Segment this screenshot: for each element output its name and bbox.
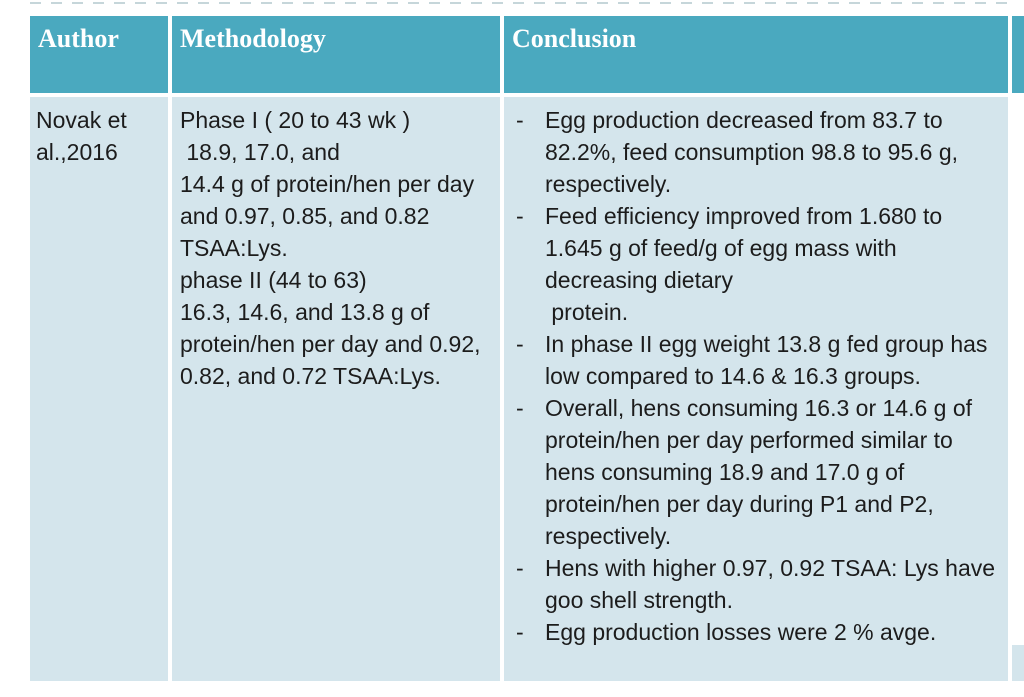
methodology-line: 0.82, and 0.72 TSAA:Lys. — [180, 363, 441, 389]
author-cell-text: Novak et al.,2016 — [36, 104, 168, 168]
bullet-text: protein. — [545, 299, 629, 325]
conclusion-bullet-line: protein/hen per day during P1 and P2, — [516, 488, 1008, 520]
bullet-text: protein/hen per day during P1 and P2, — [545, 491, 934, 517]
column-header-author: Author — [30, 16, 168, 93]
bullet-dash: - — [516, 107, 524, 133]
bullet-dash — [516, 488, 545, 520]
methodology-line: 18.9, 17.0, and — [180, 139, 340, 165]
conclusion-cell: - Egg production decreased from 83.7 to 82… — [504, 97, 1008, 681]
methodology-line: TSAA:Lys. — [180, 235, 288, 261]
bullet-text: hens consuming 18.9 and 17.0 g of — [545, 459, 905, 485]
conclusion-bullet-line: - In phase II egg weight 13.8 g fed group… — [516, 328, 1008, 360]
conclusion-bullet-line: - Overall, hens consuming 16.3 or 14.6 g … — [516, 392, 1008, 424]
conclusion-bullet-line: goo shell strength. — [516, 584, 1008, 616]
methodology-line: 14.4 g of protein/hen per day — [180, 171, 475, 197]
conclusion-bullet-line: protein. — [516, 296, 1008, 328]
bullet-dash: - — [516, 203, 524, 229]
column-header-conclusion: Conclusion — [504, 16, 1008, 93]
conclusion-bullet-line: - Egg production decreased from 83.7 to — [516, 104, 1008, 136]
partial-column-header — [1012, 16, 1024, 93]
partial-column-footer — [1012, 645, 1024, 681]
bullet-text: 82.2%, feed consumption 98.8 to 95.6 g, — [545, 139, 959, 165]
bullet-dash — [516, 424, 545, 456]
bullet-dash — [516, 456, 545, 488]
methodology-line: 16.3, 14.6, and 13.8 g of — [180, 299, 430, 325]
conclusion-bullet-line: decreasing dietary — [516, 264, 1008, 296]
conclusion-bullet-line: - Hens with higher 0.97, 0.92 TSAA: Lys h… — [516, 552, 1008, 584]
methodology-line: protein/hen per day and 0.92, — [180, 331, 481, 357]
conclusion-bullet-line: - Feed efficiency improved from 1.680 to — [516, 200, 1008, 232]
bullet-dash — [516, 168, 545, 200]
bullet-dash — [516, 584, 545, 616]
literature-table: Author Methodology Conclusion Novak et al… — [30, 16, 1008, 681]
author-line: Novak et — [36, 107, 127, 133]
conclusion-bullet-line: 82.2%, feed consumption 98.8 to 95.6 g, — [516, 136, 1008, 168]
top-dashed-border — [30, 2, 1010, 4]
author-cell: Novak et al.,2016 — [30, 97, 168, 681]
methodology-cell: Phase I ( 20 to 43 wk ) 18.9, 17.0, and 1… — [172, 97, 500, 681]
conclusion-bullet-line: protein/hen per day performed similar to — [516, 424, 1008, 456]
bullet-dash: - — [516, 331, 524, 357]
bullet-dash — [516, 264, 545, 296]
conclusion-bullet-line: hens consuming 18.9 and 17.0 g of — [516, 456, 1008, 488]
bullet-text: low compared to 14.6 & 16.3 groups. — [545, 363, 921, 389]
bullet-dash — [516, 296, 545, 328]
methodology-cell-text: Phase I ( 20 to 43 wk ) 18.9, 17.0, and 1… — [180, 104, 500, 392]
bullet-dash — [516, 360, 545, 392]
conclusion-bullet-line: respectively. — [516, 168, 1008, 200]
bullet-text: respectively. — [545, 171, 672, 197]
bullet-dash: - — [516, 555, 524, 581]
conclusion-bullet-line: - Egg production losses were 2 % avge. — [516, 616, 1008, 648]
bullet-text: In phase II egg weight 13.8 g fed group … — [545, 331, 988, 357]
conclusion-bullet-line: low compared to 14.6 & 16.3 groups. — [516, 360, 1008, 392]
conclusion-bullet-line: 1.645 g of feed/g of egg mass with — [516, 232, 1008, 264]
bullet-text: goo shell strength. — [545, 587, 733, 613]
bullet-text: Hens with higher 0.97, 0.92 TSAA: Lys ha… — [545, 555, 996, 581]
bullet-dash — [516, 520, 545, 552]
bullet-text: Egg production losses were 2 % avge. — [545, 619, 937, 645]
bullet-text: Feed efficiency improved from 1.680 to — [545, 203, 943, 229]
bullet-dash — [516, 232, 545, 264]
bullet-text: 1.645 g of feed/g of egg mass with — [545, 235, 897, 261]
bullet-text: decreasing dietary — [545, 267, 733, 293]
bullet-text: Egg production decreased from 83.7 to — [545, 107, 943, 133]
bullet-text: respectively. — [545, 523, 672, 549]
methodology-line: phase II (44 to 63) — [180, 267, 367, 293]
bullet-text: Overall, hens consuming 16.3 or 14.6 g o… — [545, 395, 973, 421]
bullet-text: protein/hen per day performed similar to — [545, 427, 953, 453]
author-line: al.,2016 — [36, 139, 118, 165]
conclusion-bullet-line: respectively. — [516, 520, 1008, 552]
column-header-methodology: Methodology — [172, 16, 500, 93]
bullet-dash: - — [516, 395, 524, 421]
bullet-dash — [516, 136, 545, 168]
methodology-line: Phase I ( 20 to 43 wk ) — [180, 107, 411, 133]
bullet-dash: - — [516, 619, 524, 645]
methodology-line: and 0.97, 0.85, and 0.82 — [180, 203, 430, 229]
conclusion-cell-text: - Egg production decreased from 83.7 to 82… — [516, 104, 1008, 648]
